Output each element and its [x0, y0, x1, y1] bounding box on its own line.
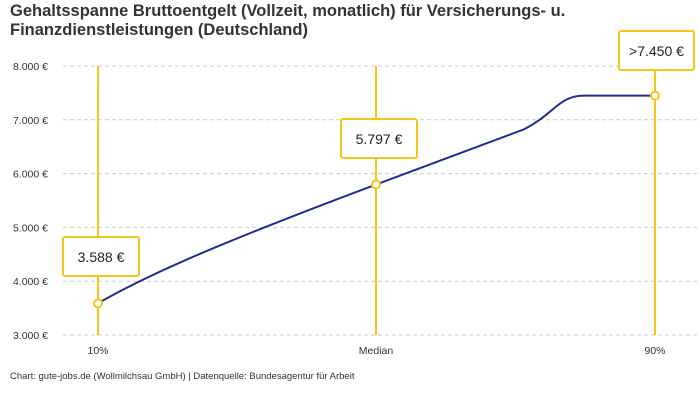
data-point — [650, 90, 660, 101]
y-tick-label: 4.000 € — [13, 276, 48, 288]
value-label: 3.588 € — [78, 249, 125, 265]
y-tick-label: 8.000 € — [13, 61, 48, 73]
y-tick-label: 3.000 € — [13, 330, 48, 342]
value-label-box — [340, 118, 418, 159]
series-line — [97, 94, 655, 305]
chart-title: Gehaltsspanne Bruttoentgelt (Vollzeit, m… — [10, 2, 566, 39]
value-label-box — [62, 236, 140, 277]
chart-source: Chart: gute-jobs.de (Wollmilchsau GmbH) … — [10, 371, 355, 382]
x-tick-label: 90% — [644, 345, 665, 357]
x-tick-label: Median — [359, 345, 394, 357]
y-tick-label: 5.000 € — [13, 222, 48, 234]
y-tick-label: 6.000 € — [13, 169, 48, 181]
value-label-box — [618, 30, 695, 71]
y-tick-label: 7.000 € — [13, 115, 48, 127]
value-label: >7.450 € — [629, 43, 684, 59]
x-tick-label: 10% — [87, 345, 108, 357]
data-point — [93, 298, 103, 309]
data-point — [371, 179, 381, 190]
value-label: 5.797 € — [356, 131, 403, 147]
